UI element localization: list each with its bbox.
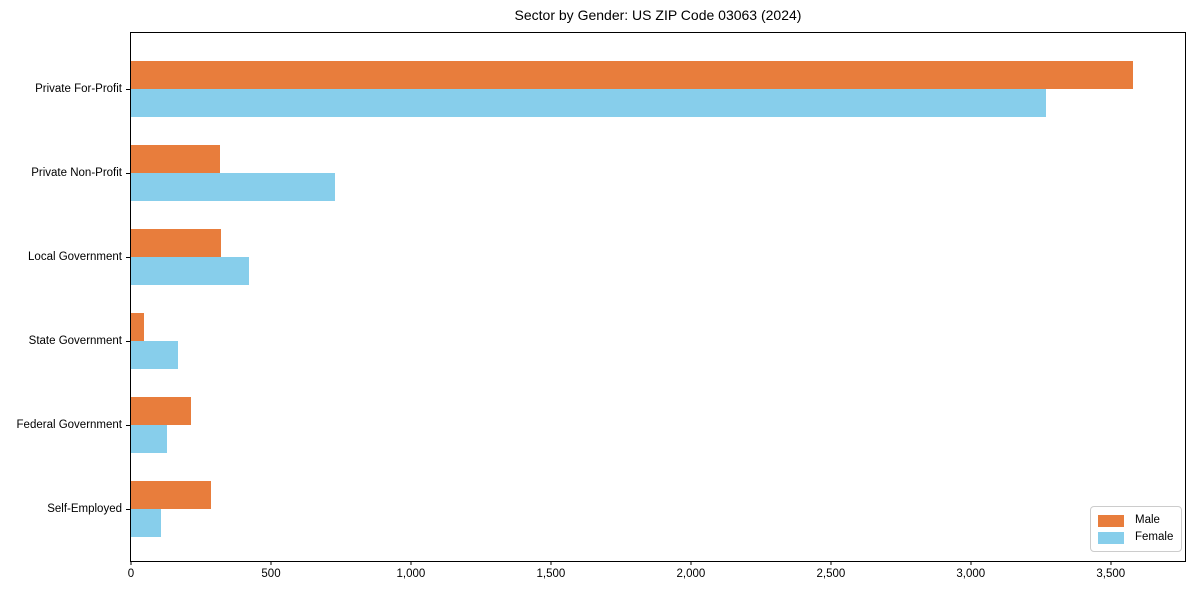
y-tick-mark (126, 172, 131, 174)
bar-female-state-government (131, 341, 178, 369)
x-tick-mark (410, 561, 412, 565)
y-tick-mark (126, 88, 131, 90)
y-axis-label-private-non-profit: Private Non-Profit (31, 167, 122, 179)
bar-female-private-non-profit (131, 173, 335, 201)
y-axis-label-self-employed: Self-Employed (47, 503, 122, 515)
x-tick-label: 1,500 (536, 568, 566, 580)
y-axis-label-federal-government: Federal Government (16, 419, 122, 431)
x-tick-label: 3,500 (1096, 568, 1126, 580)
bar-male-self-employed (131, 481, 212, 509)
y-tick-mark (126, 424, 131, 426)
x-tick-label: 500 (261, 568, 281, 580)
y-axis-label-state-government: State Government (28, 335, 122, 347)
x-tick-mark (690, 561, 692, 565)
x-tick-label: 1,000 (396, 568, 426, 580)
legend-label-female: Female (1135, 530, 1174, 543)
legend: Male Female (1090, 506, 1182, 552)
bar-female-local-government (131, 257, 249, 285)
bar-male-state-government (131, 313, 144, 341)
legend-swatch-male-icon (1098, 514, 1124, 527)
x-tick-label: 0 (127, 568, 135, 580)
x-tick-mark (970, 561, 972, 565)
bar-male-local-government (131, 229, 222, 257)
x-tick-label: 2,000 (676, 568, 706, 580)
chart-title: Sector by Gender: US ZIP Code 03063 (202… (514, 7, 802, 23)
bar-male-federal-government (131, 397, 191, 425)
x-tick-mark (830, 561, 832, 565)
bar-female-federal-government (131, 425, 167, 453)
bar-male-private-for-profit (131, 61, 1134, 89)
x-tick-mark (270, 561, 272, 565)
x-tick-mark (550, 561, 552, 565)
plot-area: Private For-Profit Private Non-Profit Loca… (17, 32, 1186, 580)
bar-male-private-non-profit (131, 145, 220, 173)
bar-female-private-for-profit (131, 89, 1047, 117)
y-tick-mark (126, 508, 131, 510)
y-axis-label-private-for-profit: Private For-Profit (35, 83, 122, 95)
x-tick-label: 3,000 (956, 568, 986, 580)
y-axis-label-local-government: Local Government (28, 251, 122, 263)
x-tick-mark (1110, 561, 1112, 565)
y-tick-mark (126, 256, 131, 258)
legend-label-male: Male (1135, 513, 1160, 526)
legend-item-female: Female (1098, 530, 1174, 544)
legend-item-male: Male (1098, 513, 1174, 527)
legend-swatch-female-icon (1098, 531, 1124, 544)
bar-female-self-employed (131, 509, 162, 537)
y-tick-mark (126, 340, 131, 342)
x-tick-label: 2,500 (816, 568, 846, 580)
x-tick-mark (130, 561, 132, 565)
